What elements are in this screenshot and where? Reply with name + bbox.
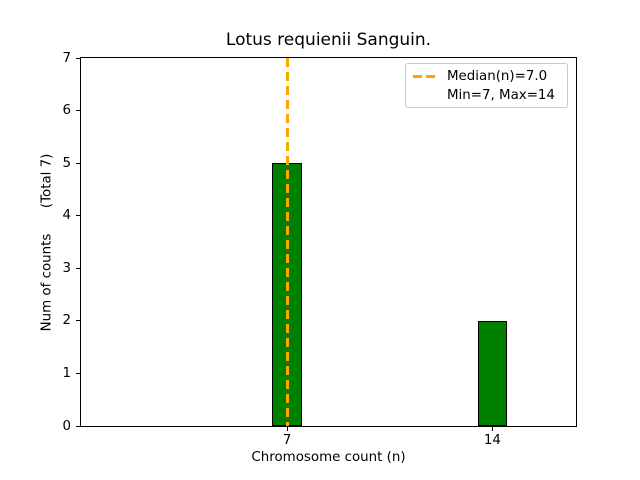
y-tick-label: 4 [62, 208, 71, 224]
y-tick-label: 5 [62, 155, 71, 171]
x-tick-label: 7 [282, 433, 292, 448]
y-tick-label: 7 [62, 50, 71, 66]
y-tick-label: 3 [62, 260, 71, 276]
y-tick [76, 320, 80, 322]
y-axis-label-text: Num of counts (Total 7) [39, 153, 55, 331]
median-line [285, 58, 289, 426]
legend-entry-median: Median(n)=7.0 [413, 68, 560, 85]
legend-marker-blank [413, 94, 438, 97]
legend-label-minmax: Min=7, Max=14 [447, 87, 555, 103]
y-tick-label: 1 [62, 365, 71, 381]
median-dashed-line-icon [413, 74, 438, 78]
y-tick [76, 162, 80, 164]
y-tick-label: 2 [62, 313, 71, 329]
y-tick [76, 215, 80, 217]
y-tick-label: 6 [62, 103, 71, 119]
x-axis-label: Chromosome count (n) [251, 450, 406, 465]
chart-title: Lotus requienii Sanguin. [225, 30, 432, 50]
legend-label-median: Median(n)=7.0 [447, 68, 548, 84]
y-tick [76, 372, 80, 374]
x-tick [491, 427, 493, 431]
bar-14 [477, 320, 508, 426]
y-tick [76, 57, 80, 59]
plot-area: 0 1 2 3 4 5 6 7 7 14 [62, 51, 577, 448]
legend-entry-minmax: Min=7, Max=14 [413, 87, 560, 104]
y-tick [76, 267, 80, 269]
x-tick-label: 14 [483, 433, 501, 448]
legend: Median(n)=7.0 Min=7, Max=14 [405, 63, 568, 108]
x-tick [286, 427, 288, 431]
y-tick [76, 110, 80, 112]
y-tick [76, 425, 80, 427]
y-tick-label: 0 [62, 418, 71, 434]
